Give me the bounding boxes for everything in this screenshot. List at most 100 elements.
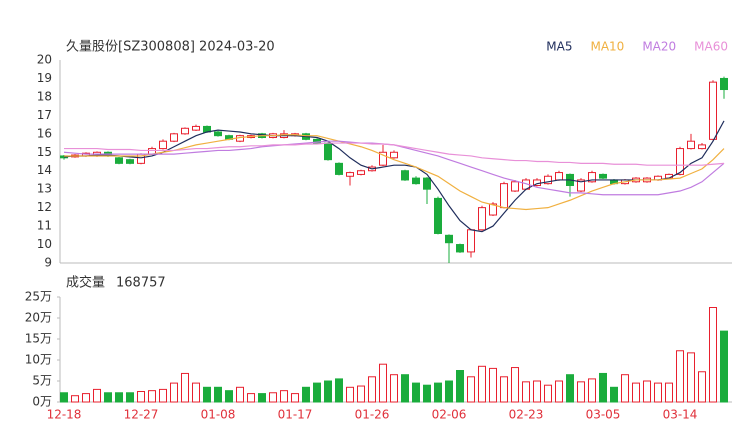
candle-body xyxy=(588,172,596,183)
candle-body xyxy=(192,125,200,131)
candle-body xyxy=(434,197,442,234)
y-tick-label: 10万 xyxy=(25,353,52,367)
y-tick-label: 0万 xyxy=(32,395,52,409)
y-tick-label: 16 xyxy=(37,126,52,140)
volume-last: 168757 xyxy=(116,276,166,291)
volume-bar xyxy=(192,382,200,403)
volume-bar xyxy=(423,384,431,403)
volume-bar xyxy=(346,386,354,403)
candle-body xyxy=(676,148,684,175)
candle-body xyxy=(181,127,189,135)
volume-bar xyxy=(60,392,68,403)
candle-body xyxy=(500,183,508,209)
y-tick-label: 5万 xyxy=(32,374,52,388)
candle-body xyxy=(159,140,167,150)
chart-title: 久量股份[SZ300808] 2024-03-20 xyxy=(66,40,275,55)
candle-body xyxy=(445,234,453,244)
candle-body xyxy=(423,177,431,190)
volume-bar xyxy=(181,372,189,403)
candle-body xyxy=(709,81,717,140)
candle-body xyxy=(687,140,695,150)
volume-bar xyxy=(258,393,266,403)
y-tick-label: 10 xyxy=(37,237,52,251)
volume-bar xyxy=(225,390,233,403)
x-tick-label: 01-26 xyxy=(355,408,390,422)
y-tick-label: 13 xyxy=(37,182,52,196)
candle-body xyxy=(489,203,497,216)
candle-body xyxy=(126,159,134,164)
candle-body xyxy=(401,170,409,181)
volume-bar xyxy=(335,378,343,403)
volume-bar xyxy=(511,367,519,403)
volume-bar xyxy=(676,350,684,403)
volume-bar xyxy=(533,380,541,403)
volume-bar xyxy=(368,376,376,403)
volume-bar xyxy=(269,392,277,403)
candle-body xyxy=(478,207,486,231)
volume-bar xyxy=(104,392,112,403)
candle-body xyxy=(511,181,519,192)
candle-body xyxy=(456,244,464,253)
volume-bar xyxy=(467,376,475,403)
x-tick-label: 02-06 xyxy=(432,408,467,422)
volume-bar xyxy=(720,330,728,403)
volume-bar xyxy=(555,380,563,403)
legend-entry: MA5 xyxy=(546,40,572,54)
volume-bar xyxy=(588,378,596,403)
candle-body xyxy=(357,170,365,175)
volume-bar xyxy=(632,382,640,403)
volume-bar xyxy=(577,381,585,403)
volume-bar xyxy=(522,381,530,403)
volume-bar xyxy=(456,370,464,403)
candle-body xyxy=(698,144,706,150)
y-tick-label: 15万 xyxy=(25,332,52,346)
ma-line xyxy=(64,142,725,166)
volume-bar xyxy=(93,388,101,403)
volume-bar xyxy=(687,352,695,403)
volume-bar xyxy=(82,393,90,403)
candle-body xyxy=(346,172,354,177)
volume-bar xyxy=(621,374,629,403)
volume-bar xyxy=(137,391,145,403)
candle-body xyxy=(544,175,552,185)
volume-bar xyxy=(357,385,365,403)
y-tick-label: 19 xyxy=(37,71,52,85)
volume-bar xyxy=(115,392,123,403)
ma-line xyxy=(63,120,725,233)
y-tick-label: 20万 xyxy=(25,311,52,325)
volume-bar xyxy=(379,363,387,403)
candle-body xyxy=(599,173,607,179)
candle-body xyxy=(313,138,321,144)
x-tick-label: 03-05 xyxy=(586,408,621,422)
volume-bar xyxy=(159,388,167,403)
candle-body xyxy=(379,151,387,166)
volume-bar xyxy=(148,390,156,403)
volume-bar xyxy=(654,382,662,403)
volume-bar xyxy=(412,382,420,403)
volume-bar xyxy=(489,367,497,403)
volume-bar xyxy=(599,372,607,403)
volume-bar xyxy=(313,382,321,403)
candle-body xyxy=(720,77,728,91)
volume-bar xyxy=(214,386,222,403)
volume-bar xyxy=(445,380,453,403)
volume-bar xyxy=(709,307,717,403)
volume-bar xyxy=(566,374,574,403)
y-tick-label: 11 xyxy=(37,219,52,233)
legend-entry: MA60 xyxy=(694,40,728,54)
volume-title: 成交量 xyxy=(66,275,105,291)
candle-body xyxy=(412,177,420,185)
candle-body xyxy=(577,179,585,192)
y-tick-label: 14 xyxy=(37,163,52,177)
y-tick-label: 18 xyxy=(37,89,52,103)
y-tick-label: 15 xyxy=(37,145,52,159)
candle-body xyxy=(390,151,398,159)
legend-entry: MA10 xyxy=(590,40,624,54)
volume-bar xyxy=(478,365,486,403)
candle-body xyxy=(555,172,563,181)
volume-bar xyxy=(291,393,299,403)
y-tick-label: 9 xyxy=(44,256,52,270)
volume-bar xyxy=(280,390,288,403)
candle-body xyxy=(214,131,222,137)
